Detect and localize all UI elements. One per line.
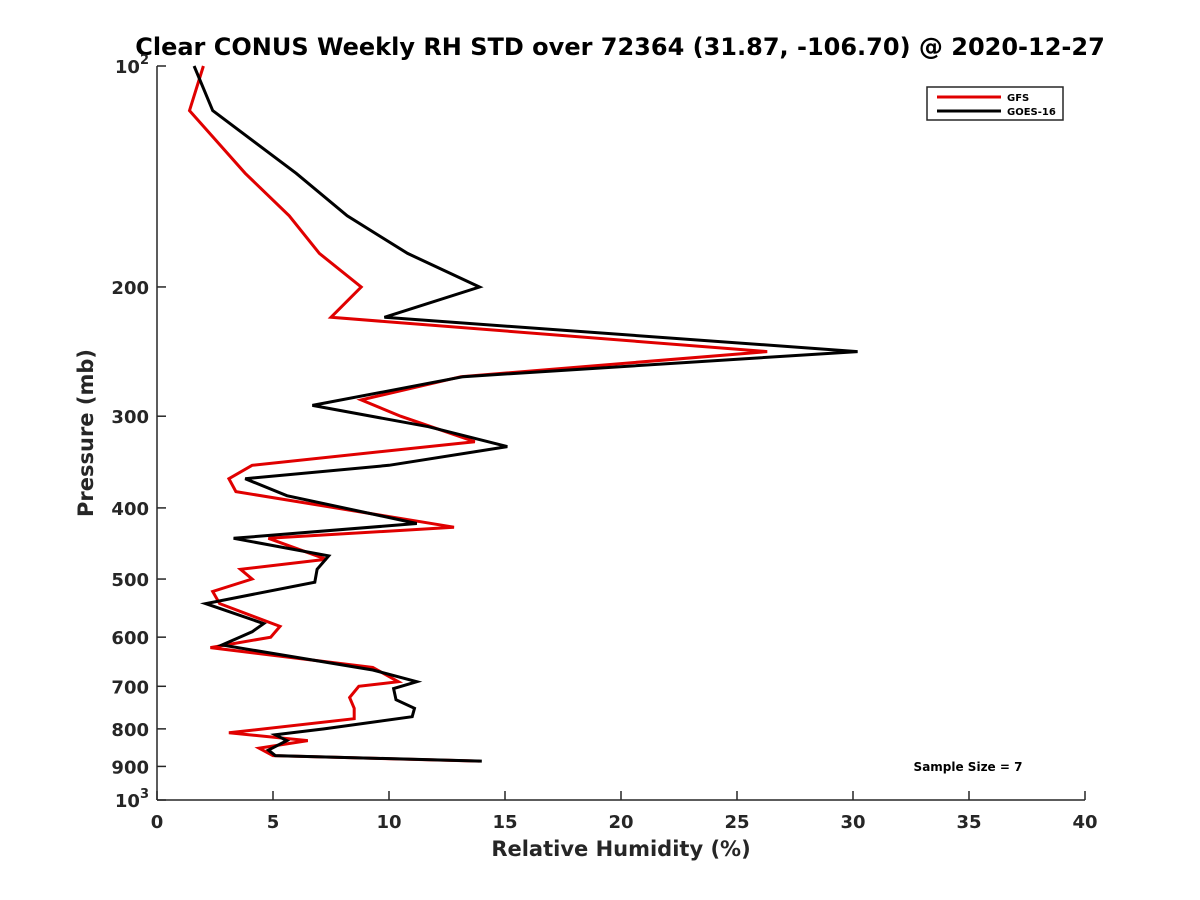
chart-title: Clear CONUS Weekly RH STD over 72364 (31… <box>135 33 1105 61</box>
x-tick-label: 35 <box>956 812 981 833</box>
plot-area <box>187 65 858 763</box>
x-tick-label: 40 <box>1072 812 1097 833</box>
y-tick-label: 102 <box>115 53 149 78</box>
y-tick-label: 900 <box>111 757 149 778</box>
x-tick-label: 15 <box>492 812 517 833</box>
y-tick-label: 300 <box>111 407 149 428</box>
series-line-goes-16 <box>192 65 858 763</box>
legend-box <box>926 86 1064 121</box>
x-tick-label: 20 <box>608 812 633 833</box>
series-line-gfs <box>187 65 768 763</box>
y-tick-label: 200 <box>111 278 149 299</box>
y-tick-label: 103 <box>115 787 149 812</box>
y-tick-label: 600 <box>111 628 149 649</box>
y-tick-label: 800 <box>111 720 149 741</box>
y-axis-label: Pressure (mb) <box>74 349 98 517</box>
x-axis-label: Relative Humidity (%) <box>491 837 750 861</box>
x-tick-label: 10 <box>376 812 401 833</box>
legend-label: GOES-16 <box>1007 107 1056 118</box>
x-tick-label: 5 <box>267 812 280 833</box>
legend-label: GFS <box>1007 93 1029 104</box>
y-axis: 102 200 300 400 500 600 700 800 900 103 <box>111 53 166 812</box>
legend: GFS GOES-16 <box>926 86 1064 121</box>
y-tick-label: 700 <box>111 677 149 698</box>
y-tick-label: 500 <box>111 570 149 591</box>
x-axis: 0 5 10 15 20 25 30 35 40 <box>151 791 1098 833</box>
y-tick-label: 400 <box>111 499 149 520</box>
x-tick-label: 25 <box>724 812 749 833</box>
x-tick-label: 30 <box>840 812 865 833</box>
sample-size-annotation: Sample Size = 7 <box>914 760 1023 774</box>
x-tick-label: 0 <box>151 812 164 833</box>
